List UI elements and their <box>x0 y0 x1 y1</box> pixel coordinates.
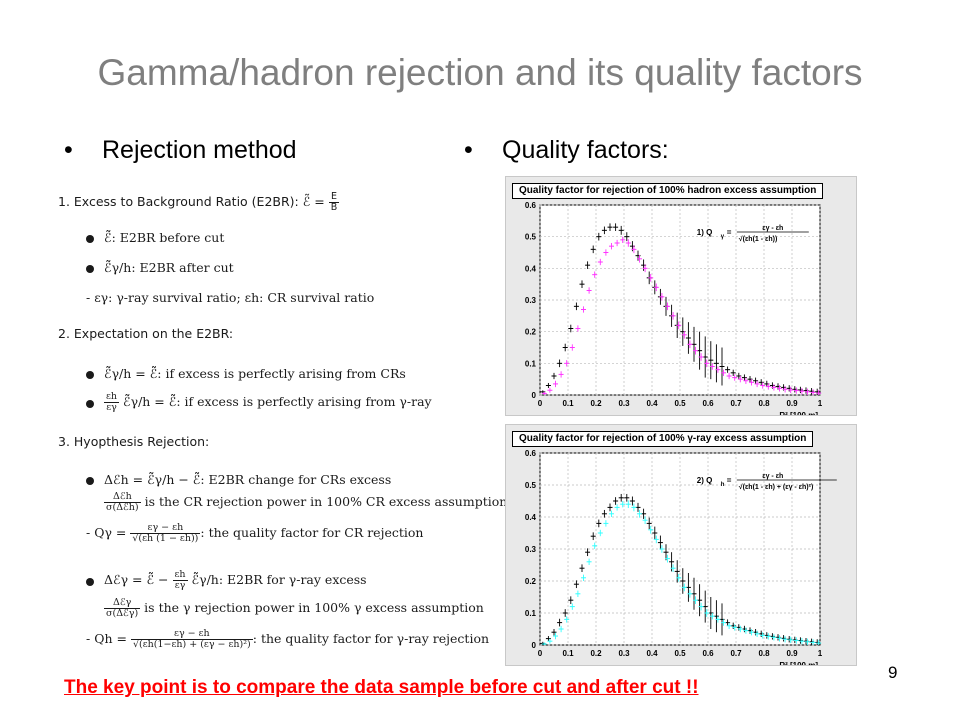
plot-gamma-title: Quality factor for rejection of 100% γ-r… <box>512 431 814 447</box>
y-tick-label: 0 <box>532 391 537 400</box>
y-tick-label: 0.5 <box>525 233 537 242</box>
y-tick-label: 0.3 <box>525 545 537 554</box>
left-heading: • Rejection method <box>64 136 297 165</box>
footer-note: The key point is to compare the data sam… <box>64 677 699 698</box>
bullet-icon: • <box>464 136 473 164</box>
y-tick-label: 0.1 <box>525 359 537 368</box>
slide-title: Gamma/hadron rejection and its quality f… <box>97 52 863 93</box>
cr-rejection-power: Δℰh σ(Δℰh) is the CR rejection power in 1… <box>104 491 508 513</box>
quality-factor-plot-hadron: 0 0.1 0.2 0.3 0.4 0.5 0.6 0.7 0.8 0.9 1 0 0.1 0.2 0.3 0… <box>505 176 857 416</box>
section-2-heading: 2. Expectation on the E2BR: <box>58 326 234 341</box>
formula-denominator: √(εh(1 - εh)) <box>739 235 777 243</box>
x-tick-label: 0.5 <box>674 399 686 408</box>
rejection-method-notes: 1. Excess to Background Ratio (E2BR): ℰ̃… <box>58 186 507 656</box>
x-tick-label: 0.4 <box>646 649 658 658</box>
y-tick-label: 0.1 <box>525 609 537 618</box>
y-tick-label: 0.4 <box>525 264 537 273</box>
expectation-gamma: εh εγ ℰ̃γ/h = ℰ̃: if excess is perfectly … <box>104 391 432 413</box>
formula-label: 2) Q <box>697 476 713 485</box>
plot-hadron-svg: 0 0.1 0.2 0.3 0.4 0.5 0.6 0.7 0.8 0.9 1 0 0.1 0.2 0.3 0… <box>525 201 823 415</box>
y-tick-label: 0.6 <box>525 449 537 458</box>
right-heading-text: Quality factors: <box>502 136 669 164</box>
x-tick-label: 0.9 <box>786 399 798 408</box>
expectation-cr: ℰ̃γ/h = ℰ̃: if excess is perfectly arisi… <box>104 366 406 381</box>
x-axis-label: R² [100 m] <box>779 411 818 415</box>
x-tick-label: 0.6 <box>702 649 714 658</box>
x-tick-label: 0 <box>538 649 543 658</box>
formula-subscript: h <box>721 482 725 488</box>
formula-denominator: √(εh(1 - εh) + (εγ - εh)²) <box>739 483 813 491</box>
x-tick-label: 0.6 <box>702 399 714 408</box>
bullet-dot <box>86 578 94 586</box>
formula-equals: = <box>727 476 732 485</box>
bullet-dot <box>86 371 94 379</box>
y-tick-label: 0.5 <box>525 481 537 490</box>
x-tick-label: 0 <box>538 399 543 408</box>
y-tick-label: 0.2 <box>525 328 537 337</box>
y-tick-label: 0 <box>532 641 537 650</box>
formula-label: 1) Q <box>697 228 713 237</box>
x-tick-label: 0.1 <box>562 649 574 658</box>
y-tick-label: 0.6 <box>525 201 537 210</box>
x-tick-label: 0.3 <box>618 649 630 658</box>
quality-factor-cr: - Qγ = εγ − εh √(εh (1 − εh)): the qualit… <box>86 522 424 544</box>
y-tick-label: 0.2 <box>525 577 537 586</box>
x-tick-label: 0.3 <box>618 399 630 408</box>
section-1-heading: 1. Excess to Background Ratio (E2BR): ℰ̃… <box>58 191 340 213</box>
x-tick-label: 0.2 <box>590 649 602 658</box>
bullet-icon: • <box>64 136 73 164</box>
x-tick-label: 0.8 <box>758 649 770 658</box>
x-axis-label: R² [100 m] <box>779 661 818 665</box>
quality-factor-gamma: - Qh = εγ − εh √(εh(1−εh) + (εγ − εh)²): … <box>86 628 490 650</box>
x-tick-label: 1 <box>818 649 823 658</box>
right-heading: • Quality factors: <box>464 136 669 165</box>
bullet-dot <box>86 235 94 243</box>
formula-subscript: γ <box>721 234 725 240</box>
formula-equals: = <box>727 228 732 237</box>
plot-hadron-title: Quality factor for rejection of 100% had… <box>512 183 824 199</box>
bullet-dot <box>86 477 94 485</box>
x-tick-label: 0.1 <box>562 399 574 408</box>
x-tick-label: 0.7 <box>730 399 742 408</box>
x-tick-label: 0.4 <box>646 399 658 408</box>
e2br-change-cr: Δℰh = ℰ̃γ/h − ℰ̃: E2BR change for CRs ex… <box>104 472 392 487</box>
e2br-before-cut: ℰ̃: E2BR before cut <box>104 230 225 245</box>
gamma-rejection-power: Δℰγ σ(Δℰγ) is the γ rejection power in 10… <box>104 597 484 619</box>
x-tick-label: 0.5 <box>674 649 686 658</box>
formula-numerator: εγ - εh <box>762 473 783 480</box>
bullet-dot <box>86 265 94 273</box>
e2br-after-cut: ℰ̃γ/h: E2BR after cut <box>104 260 234 275</box>
section-3-heading: 3. Hyopthesis Rejection: <box>58 434 210 449</box>
page-number: 9 <box>888 663 898 682</box>
x-tick-label: 0.9 <box>786 649 798 658</box>
plot-gamma-svg: 0 0.1 0.2 0.3 0.4 0.5 0.6 0.7 0.8 0.9 1 0 0.1 0.2 0.3 0… <box>525 449 837 665</box>
x-tick-label: 0.8 <box>758 399 770 408</box>
y-tick-label: 0.4 <box>525 513 537 522</box>
x-tick-label: 0.2 <box>590 399 602 408</box>
x-tick-label: 0.7 <box>730 649 742 658</box>
formula-numerator: εγ - εh <box>762 225 783 232</box>
bullet-dot <box>86 400 94 408</box>
survival-ratios: - εγ: γ-ray survival ratio; εh: CR survi… <box>86 290 375 305</box>
x-tick-label: 1 <box>818 399 823 408</box>
left-heading-text: Rejection method <box>102 136 297 164</box>
quality-factor-plot-gamma: 0 0.1 0.2 0.3 0.4 0.5 0.6 0.7 0.8 0.9 1 0 0.1 0.2 0.3 0… <box>505 424 857 666</box>
y-tick-label: 0.3 <box>525 296 537 305</box>
e2br-gamma-excess: Δℰγ = ℰ̃ − εh εγ ℰ̃γ/h: E2BR for γ-ray ex… <box>104 569 367 591</box>
